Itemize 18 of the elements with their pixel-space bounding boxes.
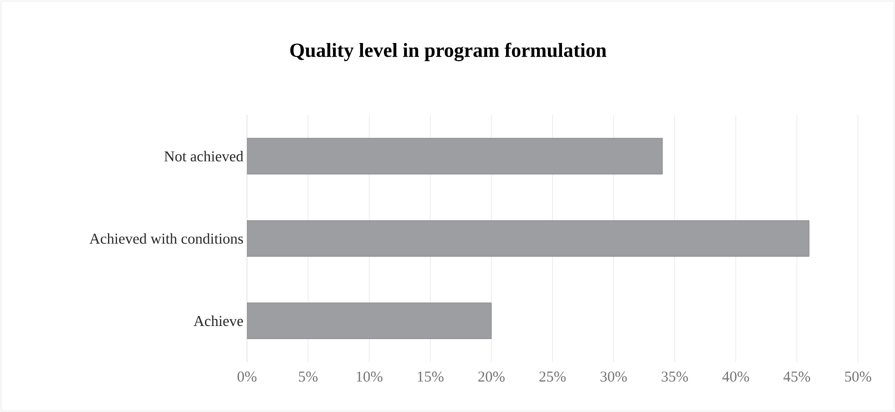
y-tick-label: Achieved with conditions <box>89 233 243 244</box>
x-tick-label: 5% <box>298 372 318 382</box>
x-tick-label: 20% <box>478 372 505 382</box>
x-tick-label: 50% <box>845 372 872 382</box>
x-tick-label: 35% <box>662 372 688 382</box>
bar <box>247 302 492 340</box>
x-tick-label: 25% <box>539 372 566 382</box>
y-tick-label: Achieve <box>194 316 243 326</box>
bar <box>247 138 663 174</box>
bar <box>247 220 810 257</box>
x-tick-label: 40% <box>722 372 750 382</box>
x-tick-label: 30% <box>600 372 627 382</box>
x-tick-label: 0% <box>238 372 256 382</box>
x-tick-label: 10% <box>356 372 382 382</box>
chart-title: Quality level in program formulation <box>290 42 606 62</box>
y-tick-label: Not achieved <box>164 150 244 162</box>
x-tick-label: 45% <box>783 372 810 382</box>
x-tick-label: 15% <box>418 372 444 382</box>
